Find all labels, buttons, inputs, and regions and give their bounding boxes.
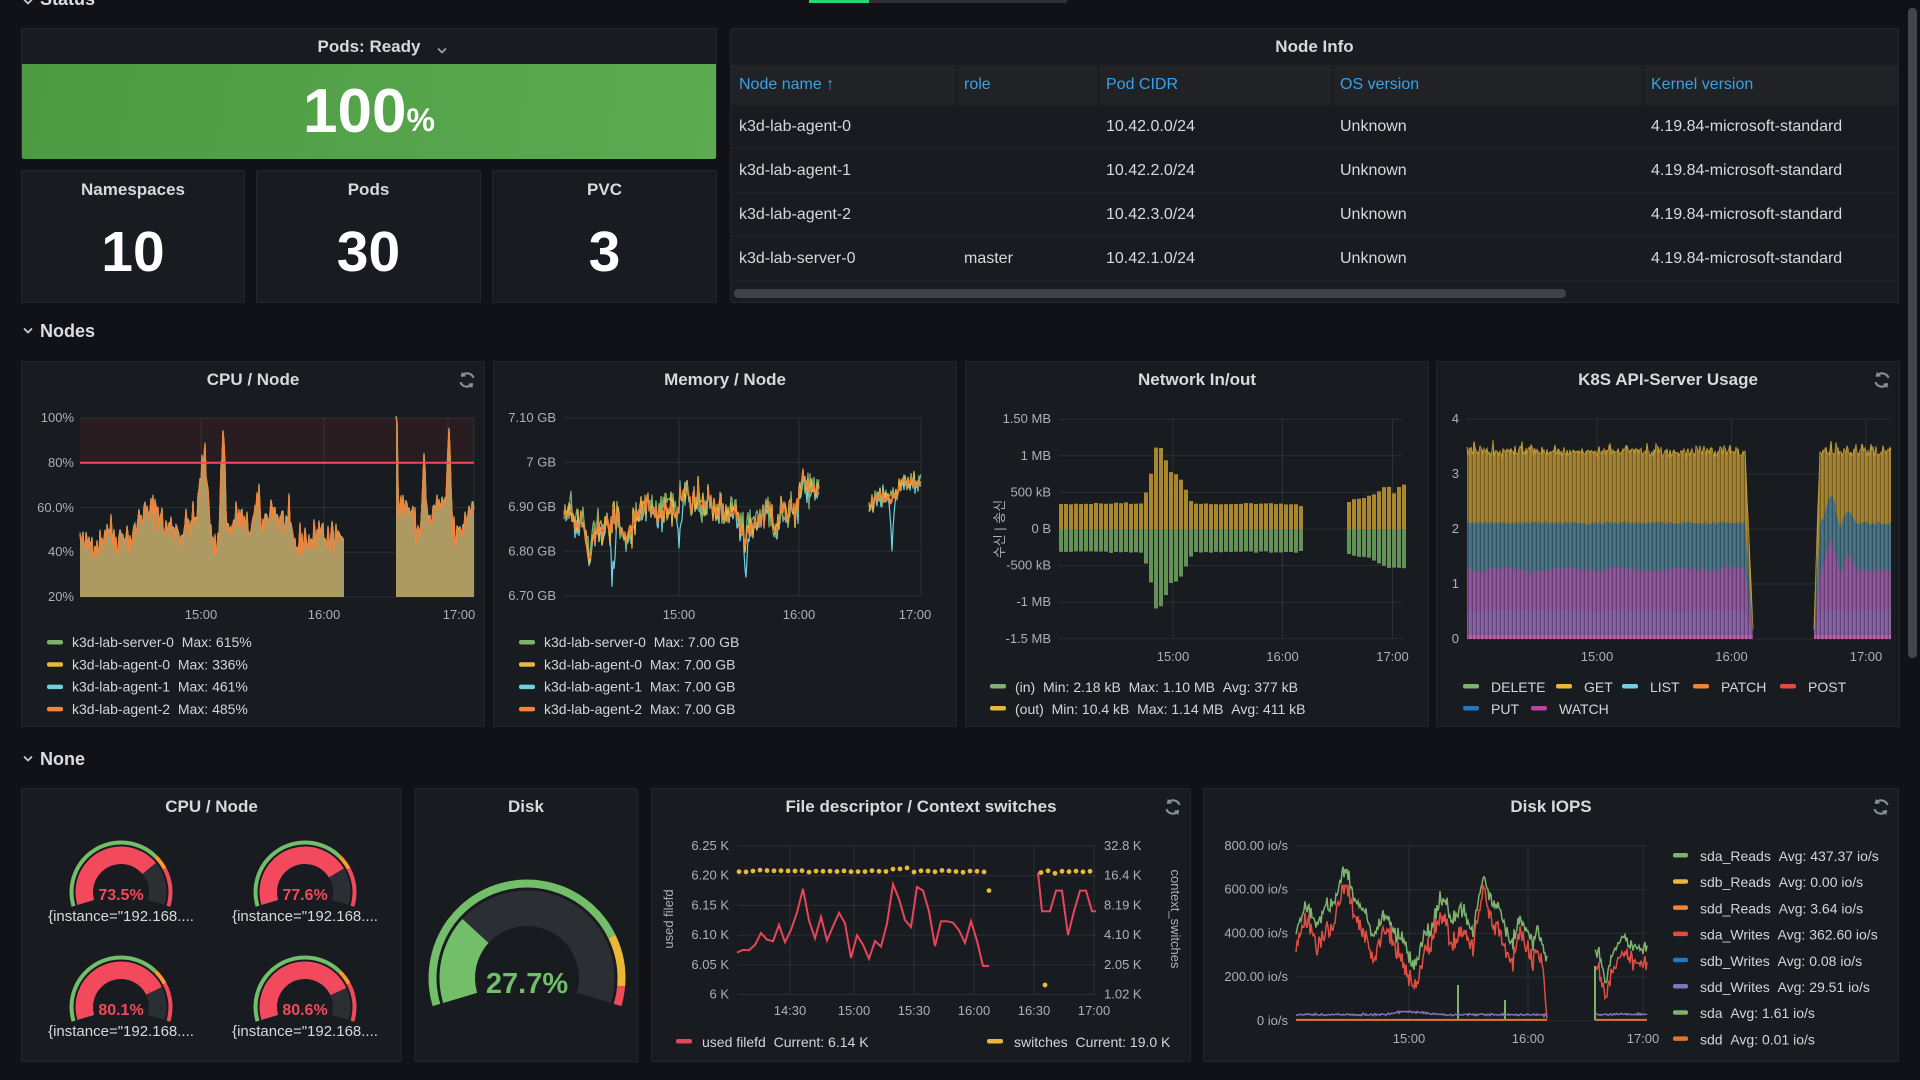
svg-text:16:00: 16:00 xyxy=(308,607,341,622)
svg-text:{instance="192.168....: {instance="192.168.... xyxy=(232,908,378,925)
svg-text:context_switches: context_switches xyxy=(1168,870,1183,969)
svg-text:17:00: 17:00 xyxy=(1850,649,1883,664)
svg-text:-500 kB: -500 kB xyxy=(1006,558,1051,573)
svg-text:6.20 K: 6.20 K xyxy=(691,868,729,883)
svg-text:7 GB: 7 GB xyxy=(526,455,556,470)
svg-text:0 io/s: 0 io/s xyxy=(1257,1013,1289,1028)
svg-text:17:00: 17:00 xyxy=(1078,1003,1111,1018)
svg-text:15:00: 15:00 xyxy=(1157,649,1190,664)
svg-text:1.50 MB: 1.50 MB xyxy=(1003,411,1051,426)
svg-text:800.00 io/s: 800.00 io/s xyxy=(1224,838,1288,853)
svg-text:-1.5 MB: -1.5 MB xyxy=(1005,631,1051,646)
svg-text:17:00: 17:00 xyxy=(443,607,476,622)
svg-text:LIST: LIST xyxy=(1650,679,1680,695)
svg-text:k3d-lab-agent-1 Max: 7.00 GB: k3d-lab-agent-1 Max: 7.00 GB xyxy=(544,679,735,695)
svg-text:200.00 io/s: 200.00 io/s xyxy=(1224,969,1288,984)
svg-text:{instance="192.168....: {instance="192.168.... xyxy=(48,908,194,925)
svg-text:6.70 GB: 6.70 GB xyxy=(508,588,556,603)
svg-text:sdb_Reads Avg: 0.00 io/s: sdb_Reads Avg: 0.00 io/s xyxy=(1700,874,1863,890)
svg-text:14:30: 14:30 xyxy=(774,1003,807,1018)
svg-text:6.80 GB: 6.80 GB xyxy=(508,544,556,559)
svg-text:17:00: 17:00 xyxy=(1627,1031,1660,1046)
svg-text:POST: POST xyxy=(1808,679,1847,695)
svg-text:switches Current: 19.0 K: switches Current: 19.0 K xyxy=(1014,1034,1171,1050)
svg-text:1: 1 xyxy=(1452,576,1459,591)
svg-text:PUT: PUT xyxy=(1491,701,1519,717)
svg-text:6.25 K: 6.25 K xyxy=(691,838,729,853)
svg-text:6 K: 6 K xyxy=(709,987,729,1002)
svg-text:k3d-lab-agent-2 Max: 7.00 GB: k3d-lab-agent-2 Max: 7.00 GB xyxy=(544,701,735,717)
svg-text:60.0%: 60.0% xyxy=(37,500,74,515)
svg-text:15:00: 15:00 xyxy=(185,607,218,622)
svg-text:80.6%: 80.6% xyxy=(282,1002,327,1019)
svg-text:DELETE: DELETE xyxy=(1491,679,1545,695)
svg-text:sdd Avg: 0.01 io/s: sdd Avg: 0.01 io/s xyxy=(1700,1031,1815,1047)
svg-text:1 MB: 1 MB xyxy=(1021,448,1051,463)
svg-text:15:00: 15:00 xyxy=(663,607,696,622)
svg-text:16:00: 16:00 xyxy=(958,1003,991,1018)
svg-text:3: 3 xyxy=(1452,466,1459,481)
svg-text:7.10 GB: 7.10 GB xyxy=(508,410,556,425)
svg-text:k3d-lab-server-0 Max: 615%: k3d-lab-server-0 Max: 615% xyxy=(72,634,252,650)
svg-text:500 kB: 500 kB xyxy=(1011,484,1051,499)
svg-text:0 B: 0 B xyxy=(1031,521,1051,536)
svg-text:16:00: 16:00 xyxy=(783,607,816,622)
svg-text:15:00: 15:00 xyxy=(1581,649,1614,664)
svg-text:sda_Reads Avg: 437.37 io/s: sda_Reads Avg: 437.37 io/s xyxy=(1700,848,1879,864)
svg-text:80.1%: 80.1% xyxy=(98,1002,143,1019)
svg-text:k3d-lab-agent-0 Max: 336%: k3d-lab-agent-0 Max: 336% xyxy=(72,656,248,672)
svg-text:73.5%: 73.5% xyxy=(98,887,143,904)
svg-text:100%: 100% xyxy=(41,410,75,425)
svg-text:{instance="192.168....: {instance="192.168.... xyxy=(48,1023,194,1040)
svg-text:600.00 io/s: 600.00 io/s xyxy=(1224,882,1288,897)
svg-text:16:00: 16:00 xyxy=(1715,649,1748,664)
svg-text:1.02 K: 1.02 K xyxy=(1104,987,1142,1002)
svg-text:PATCH: PATCH xyxy=(1721,679,1766,695)
svg-text:{instance="192.168....: {instance="192.168.... xyxy=(232,1023,378,1040)
svg-text:k3d-lab-server-0 Max: 7.00 GB: k3d-lab-server-0 Max: 7.00 GB xyxy=(544,634,739,650)
svg-text:k3d-lab-agent-1 Max: 461%: k3d-lab-agent-1 Max: 461% xyxy=(72,679,248,695)
svg-text:6.90 GB: 6.90 GB xyxy=(508,499,556,514)
svg-text:32.8 K: 32.8 K xyxy=(1104,838,1142,853)
svg-text:sdd_Writes Avg: 29.51 io/s: sdd_Writes Avg: 29.51 io/s xyxy=(1700,979,1870,995)
svg-text:(out) Min: 10.4 kB Max: 1.14: (out) Min: 10.4 kB Max: 1.14 MB Avg: 411… xyxy=(1015,701,1306,717)
svg-text:4.10 K: 4.10 K xyxy=(1104,927,1142,942)
svg-text:6.05 K: 6.05 K xyxy=(691,957,729,972)
svg-text:WATCH: WATCH xyxy=(1559,701,1609,717)
svg-text:17:00: 17:00 xyxy=(899,607,932,622)
svg-text:16:00: 16:00 xyxy=(1512,1031,1545,1046)
svg-text:6.10 K: 6.10 K xyxy=(691,927,729,942)
svg-text:400.00 io/s: 400.00 io/s xyxy=(1224,925,1288,940)
svg-text:sda_Writes Avg: 362.60 io/s: sda_Writes Avg: 362.60 io/s xyxy=(1700,927,1878,943)
svg-text:15:30: 15:30 xyxy=(898,1003,931,1018)
svg-text:16:30: 16:30 xyxy=(1018,1003,1051,1018)
svg-text:k3d-lab-agent-2 Max: 485%: k3d-lab-agent-2 Max: 485% xyxy=(72,701,248,717)
svg-text:16.4 K: 16.4 K xyxy=(1104,868,1142,883)
svg-text:8.19 K: 8.19 K xyxy=(1104,897,1142,912)
svg-text:80%: 80% xyxy=(48,455,74,470)
svg-text:6.15 K: 6.15 K xyxy=(691,897,729,912)
svg-text:27.7%: 27.7% xyxy=(486,968,568,1000)
svg-text:15:00: 15:00 xyxy=(838,1003,871,1018)
svg-text:20%: 20% xyxy=(48,589,74,604)
svg-text:sda Avg: 1.61 io/s: sda Avg: 1.61 io/s xyxy=(1700,1005,1815,1021)
svg-text:0: 0 xyxy=(1452,631,1459,646)
svg-text:GET: GET xyxy=(1584,679,1613,695)
svg-text:used filefd: used filefd xyxy=(661,889,676,948)
svg-text:77.6%: 77.6% xyxy=(282,887,327,904)
svg-text:17:00: 17:00 xyxy=(1376,649,1409,664)
svg-text:(in) Min: 2.18 kB Max: 1.10: (in) Min: 2.18 kB Max: 1.10 MB Avg: 377 … xyxy=(1015,679,1298,695)
svg-text:k3d-lab-agent-0 Max: 7.00 GB: k3d-lab-agent-0 Max: 7.00 GB xyxy=(544,656,735,672)
svg-text:used filefd Current: 6.14 K: used filefd Current: 6.14 K xyxy=(702,1034,869,1050)
svg-text:2.05 K: 2.05 K xyxy=(1104,957,1142,972)
svg-text:-1 MB: -1 MB xyxy=(1016,594,1051,609)
svg-text:40%: 40% xyxy=(48,544,74,559)
svg-text:sdd_Reads Avg: 3.64 io/s: sdd_Reads Avg: 3.64 io/s xyxy=(1700,900,1863,916)
svg-text:수신 | 송신: 수신 | 송신 xyxy=(992,500,1007,558)
svg-text:4: 4 xyxy=(1452,411,1459,426)
svg-text:15:00: 15:00 xyxy=(1393,1031,1426,1046)
svg-text:sdb_Writes Avg: 0.08 io/s: sdb_Writes Avg: 0.08 io/s xyxy=(1700,953,1862,969)
svg-text:2: 2 xyxy=(1452,521,1459,536)
svg-text:16:00: 16:00 xyxy=(1266,649,1299,664)
